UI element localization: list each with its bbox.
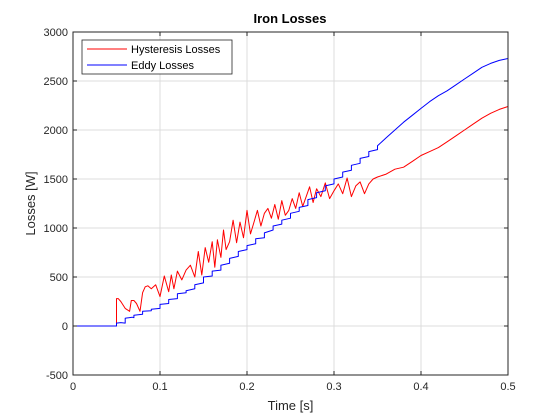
chart-title: Iron Losses: [254, 11, 327, 26]
x-tick-label: 0: [70, 381, 76, 393]
hysteresis-losses-line: [73, 106, 509, 327]
y-axis-label: Losses [W]: [23, 171, 38, 235]
y-axis-ticks: -500 0 500 1000 1500 2000 2500 3000: [44, 27, 508, 382]
x-axis-ticks: 0 0.1 0.2 0.3 0.4 0.5: [70, 32, 516, 393]
legend-hysteresis-label: Hysteresis Losses: [131, 44, 221, 56]
x-tick-label: 0.5: [500, 381, 515, 393]
x-tick-label: 0.1: [152, 381, 167, 393]
legend-box: [81, 39, 233, 75]
x-tick-label: 0.3: [326, 381, 341, 393]
y-tick-label: 1500: [44, 174, 68, 186]
y-tick-label: 2000: [44, 125, 68, 137]
eddy-losses-line: [73, 58, 509, 327]
legend-eddy-label: Eddy Losses: [131, 60, 194, 72]
y-tick-label: 3000: [44, 27, 68, 39]
plot-frame: [72, 31, 509, 376]
y-tick-label: 500: [50, 272, 68, 284]
legend[interactable]: Hysteresis Losses Eddy Losses: [81, 39, 233, 75]
y-tick-label: -500: [46, 370, 68, 382]
y-tick-label: 1000: [44, 223, 68, 235]
x-tick-label: 0.2: [239, 381, 254, 393]
x-tick-label: 0.4: [413, 381, 428, 393]
y-tick-label: 0: [62, 321, 68, 333]
y-tick-label: 2500: [44, 76, 68, 88]
series-layer: [73, 58, 509, 327]
x-axis-label: Time [s]: [268, 398, 314, 413]
